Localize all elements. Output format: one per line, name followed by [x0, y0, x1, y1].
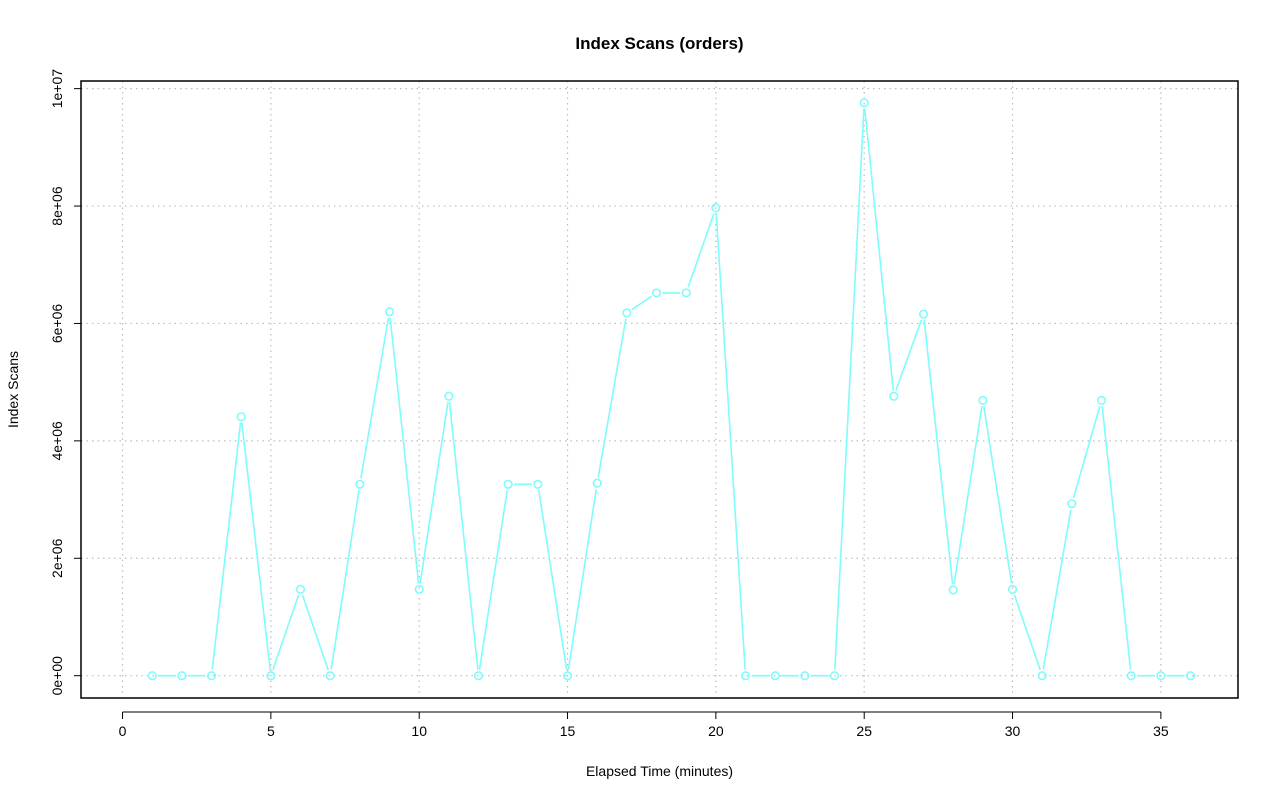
data-point: [562, 671, 573, 681]
data-point: [295, 584, 306, 594]
grid-lines: [81, 81, 1238, 698]
series-line-segment: [1072, 405, 1101, 499]
data-point: [681, 288, 691, 298]
x-axis-title: Elapsed Time (minutes): [586, 763, 733, 779]
data-point: [266, 671, 276, 681]
data-point: [711, 203, 721, 213]
series-line-segment: [983, 406, 1013, 584]
data-point: [592, 478, 602, 488]
data-point: [859, 98, 869, 108]
data-point: [444, 391, 454, 401]
x-tick-label: 25: [856, 723, 872, 739]
x-tick-label: 15: [560, 723, 576, 739]
series-line-segment: [478, 490, 509, 670]
data-point: [1037, 671, 1047, 681]
series-line-segment: [834, 108, 865, 670]
series-line-segment: [389, 317, 420, 584]
data-point: [1096, 395, 1107, 405]
series-line-segment: [923, 319, 954, 585]
data-point: [147, 671, 157, 681]
series-line-segment: [567, 488, 598, 670]
data-point: [384, 307, 395, 317]
y-tick-label: 2e+06: [49, 538, 65, 578]
x-tick-label: 35: [1153, 723, 1169, 739]
series-line-segment: [448, 402, 479, 670]
data-series: [147, 98, 1196, 681]
series-line-segment: [597, 318, 627, 478]
series-line-segment: [687, 213, 715, 288]
series-line-segment: [715, 213, 746, 670]
series-line-segment: [419, 402, 449, 584]
data-point: [740, 671, 751, 681]
series-line-segment: [631, 295, 653, 311]
y-axis-title: Index Scans: [5, 351, 21, 428]
series-line-segment: [241, 422, 271, 670]
data-point: [829, 671, 840, 681]
data-point: [978, 395, 988, 405]
data-point: [414, 584, 424, 594]
data-point: [177, 671, 187, 681]
series-line-segment: [211, 422, 242, 670]
series-line-segment: [301, 594, 330, 671]
data-point: [206, 671, 217, 681]
x-tick-label: 10: [411, 723, 427, 739]
data-point: [1185, 671, 1196, 681]
series-line-segment: [1101, 406, 1132, 670]
data-point: [770, 671, 780, 681]
series-line-segment: [330, 490, 360, 670]
data-point: [889, 391, 899, 401]
series-line-segment: [1042, 509, 1072, 670]
data-point: [325, 671, 335, 681]
y-tick-label: 8e+06: [49, 186, 65, 226]
data-point: [1156, 671, 1166, 681]
y-tick-label: 4e+06: [49, 421, 65, 461]
series-line-segment: [1013, 594, 1042, 671]
series-line-segment: [895, 319, 923, 391]
data-point: [1067, 499, 1077, 509]
data-point: [236, 412, 246, 422]
x-tick-label: 0: [119, 723, 127, 739]
data-point: [622, 308, 632, 318]
axes: 0 5 10 15 20 25 30 35 0e+00 2e+06 4e+06 6e+06 8e+06 1…: [49, 69, 1169, 739]
data-point: [503, 479, 513, 489]
series-line-segment: [864, 108, 895, 391]
x-tick-label: 30: [1005, 723, 1021, 739]
data-point: [355, 479, 365, 489]
series-line-segment: [537, 490, 568, 670]
x-tick-label: 5: [267, 723, 275, 739]
data-point: [918, 309, 929, 319]
data-point: [533, 479, 543, 489]
series-line-segment: [360, 317, 390, 479]
chart-title: Index Scans (orders): [575, 34, 743, 53]
y-tick-label: 0e+00: [49, 656, 65, 696]
data-point: [1007, 584, 1018, 594]
y-tick-label: 6e+06: [49, 304, 65, 344]
y-tick-label: 1e+07: [49, 69, 65, 109]
x-tick-label: 20: [708, 723, 724, 739]
data-point: [800, 671, 810, 681]
data-point: [473, 671, 484, 681]
series-line-segment: [272, 594, 300, 671]
data-point: [651, 288, 662, 298]
series-line-segment: [953, 406, 983, 585]
data-point: [1126, 671, 1136, 681]
data-point: [948, 585, 958, 595]
